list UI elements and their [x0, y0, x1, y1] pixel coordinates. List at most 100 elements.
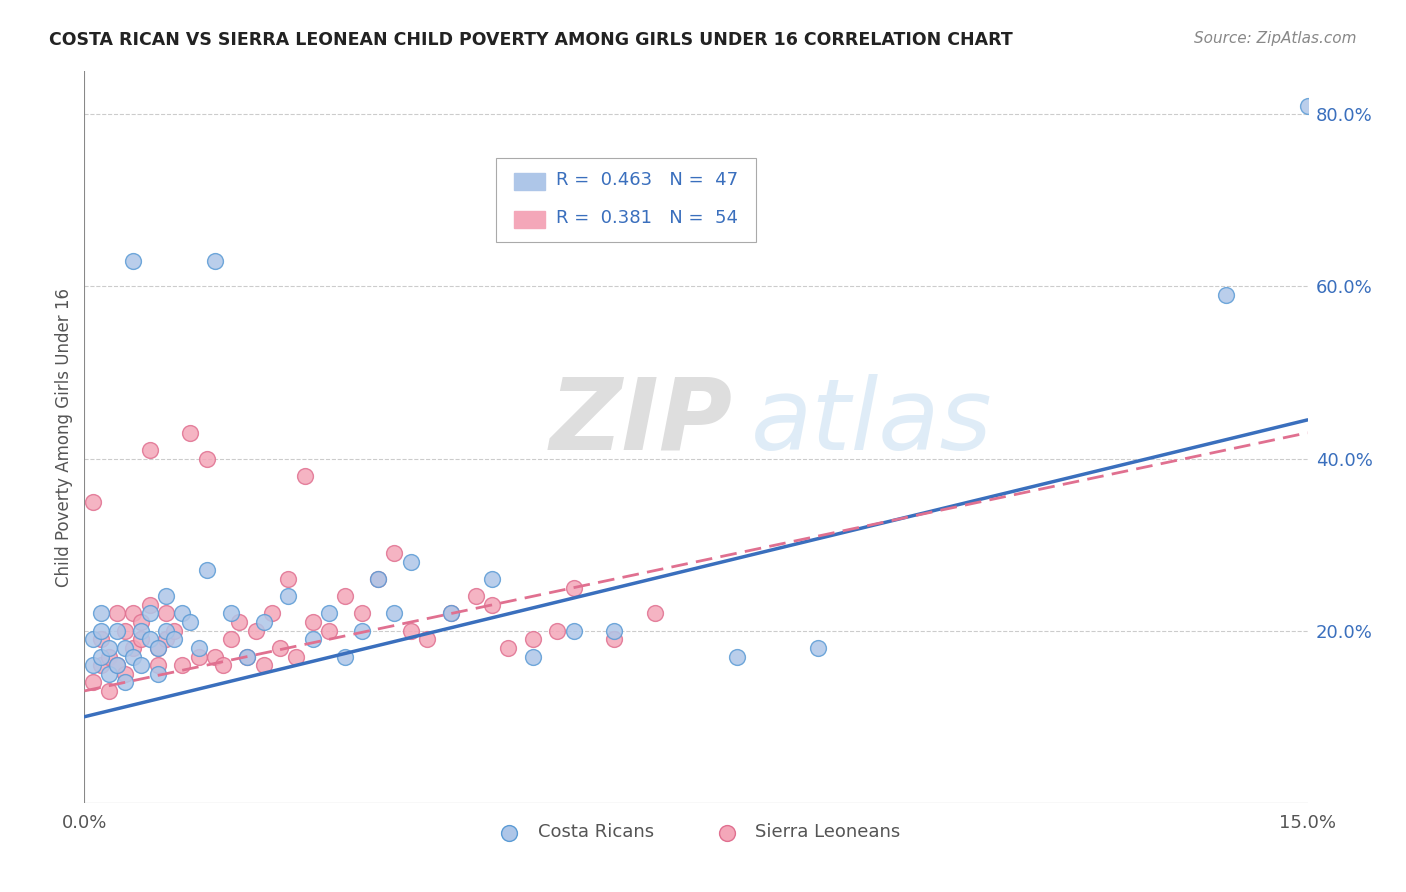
Point: [253, 658, 276, 673]
Point: [204, 649, 226, 664]
Point: [114, 640, 136, 655]
Point: [416, 632, 439, 647]
Point: [138, 607, 160, 621]
Point: [82, 632, 104, 647]
Point: [399, 555, 422, 569]
Point: [195, 564, 218, 578]
Point: [382, 546, 405, 560]
Point: [195, 451, 218, 466]
Point: [562, 624, 585, 638]
Point: [318, 607, 340, 621]
Point: [131, 615, 153, 629]
Point: [122, 607, 145, 621]
Point: [105, 658, 128, 673]
Point: [269, 640, 291, 655]
Point: [90, 607, 112, 621]
Point: [122, 640, 145, 655]
Point: [138, 632, 160, 647]
Point: [219, 607, 242, 621]
Point: [163, 632, 186, 647]
Point: [318, 624, 340, 638]
Text: ZIP: ZIP: [550, 374, 733, 471]
Point: [546, 624, 568, 638]
Point: [163, 624, 186, 638]
Point: [179, 425, 201, 440]
Point: [105, 658, 128, 673]
Point: [1296, 99, 1319, 113]
Point: [138, 598, 160, 612]
Point: [155, 607, 177, 621]
Point: [146, 640, 169, 655]
Point: [146, 658, 169, 673]
Text: R =  0.463   N =  47: R = 0.463 N = 47: [557, 171, 738, 189]
Point: [138, 442, 160, 457]
Point: [187, 649, 209, 664]
Point: [350, 624, 373, 638]
Point: [236, 649, 259, 664]
Text: COSTA RICAN VS SIERRA LEONEAN CHILD POVERTY AMONG GIRLS UNDER 16 CORRELATION CHA: COSTA RICAN VS SIERRA LEONEAN CHILD POVE…: [49, 31, 1012, 49]
Point: [481, 572, 503, 586]
Point: [301, 615, 323, 629]
Point: [260, 607, 283, 621]
Point: [97, 666, 120, 681]
Point: [522, 632, 544, 647]
Y-axis label: Child Poverty Among Girls Under 16: Child Poverty Among Girls Under 16: [55, 287, 73, 587]
Point: [212, 658, 235, 673]
Point: [464, 589, 486, 603]
Point: [179, 615, 201, 629]
Point: [382, 607, 405, 621]
Point: [172, 658, 194, 673]
Point: [90, 658, 112, 673]
Point: [97, 640, 120, 655]
Point: [367, 572, 389, 586]
Point: [97, 649, 120, 664]
Text: atlas: atlas: [751, 374, 993, 471]
Point: [155, 632, 177, 647]
Point: [228, 615, 250, 629]
Point: [350, 607, 373, 621]
Point: [90, 624, 112, 638]
Point: [172, 607, 194, 621]
Point: [90, 649, 112, 664]
Point: [277, 589, 299, 603]
Point: [146, 666, 169, 681]
Point: [105, 624, 128, 638]
Point: [122, 253, 145, 268]
Point: [807, 640, 830, 655]
Point: [219, 632, 242, 647]
Point: [82, 494, 104, 508]
Point: [122, 649, 145, 664]
Point: [562, 581, 585, 595]
Point: [131, 624, 153, 638]
Point: [294, 468, 316, 483]
Point: [253, 615, 276, 629]
Point: [440, 607, 463, 621]
Point: [90, 632, 112, 647]
Point: [204, 253, 226, 268]
Point: [131, 632, 153, 647]
Point: [440, 607, 463, 621]
Point: [335, 649, 357, 664]
Point: [522, 649, 544, 664]
Point: [725, 649, 748, 664]
Point: [114, 675, 136, 690]
Point: [367, 572, 389, 586]
Point: [155, 624, 177, 638]
Point: [301, 632, 323, 647]
Point: [187, 640, 209, 655]
Legend: Costa Ricans, Sierra Leoneans: Costa Ricans, Sierra Leoneans: [484, 816, 908, 848]
Point: [603, 624, 626, 638]
Point: [114, 624, 136, 638]
Point: [155, 589, 177, 603]
Point: [82, 658, 104, 673]
Point: [603, 632, 626, 647]
Point: [114, 666, 136, 681]
Point: [1215, 288, 1237, 302]
Point: [285, 649, 308, 664]
Point: [335, 589, 357, 603]
Point: [131, 658, 153, 673]
Point: [644, 607, 666, 621]
Point: [245, 624, 267, 638]
Point: [97, 684, 120, 698]
Text: Source: ZipAtlas.com: Source: ZipAtlas.com: [1194, 31, 1357, 46]
